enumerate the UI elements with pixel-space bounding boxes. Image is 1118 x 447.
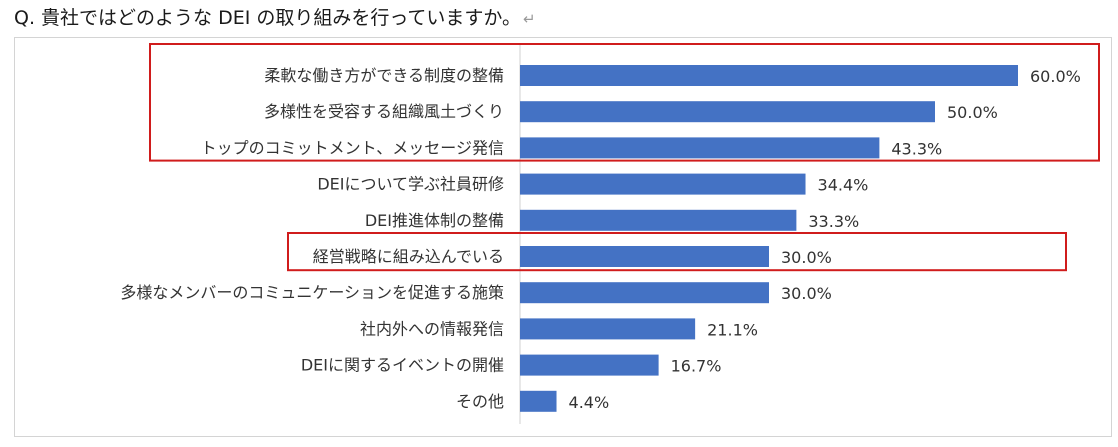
bar [520,209,797,231]
category-label: DEI推進体制の整備 [365,211,504,230]
bar [520,282,769,304]
highlight-box [149,43,1100,162]
bar [520,390,557,412]
question-title: Q. 貴社ではどのような DEI の取り組みを行っていますか。 ↵ [14,6,536,31]
data-label: 4.4% [569,393,610,412]
category-label: トップのコミットメント、メッセージ発信 [201,138,504,157]
category-label: 柔軟な働き方ができる制度の整備 [264,66,504,85]
bar [520,137,880,159]
data-label: 21.1% [707,320,758,339]
bar [520,246,769,267]
category-label: 経営戦略に組み込んでいる [313,247,504,266]
chart-frame [14,37,1112,437]
data-label: 30.0% [781,284,832,303]
category-label: 多様性を受容する組織風土づくり [264,102,504,121]
return-mark-icon: ↵ [523,10,536,28]
category-label: DEIについて学ぶ社員研修 [317,175,504,194]
data-label: 33.3% [808,212,859,231]
bar [520,65,1018,86]
bar [520,354,659,376]
data-label: 30.0% [781,248,832,267]
data-label: 34.4% [818,176,869,195]
category-label: その他 [456,392,504,411]
data-label: 60.0% [1030,67,1081,86]
data-label: 50.0% [947,103,998,122]
highlight-box [287,232,1067,272]
data-label: 43.3% [891,139,942,158]
question-text: Q. 貴社ではどのような DEI の取り組みを行っていますか。 [14,7,522,29]
category-label: 多様なメンバーのコミュニケーションを促進する施策 [120,283,504,302]
bar [520,173,806,195]
bar [520,101,935,123]
bar [520,318,696,340]
data-label: 16.7% [671,357,722,376]
category-label: 社内外への情報発信 [360,319,504,338]
category-label: DEIに関するイベントの開催 [301,356,504,375]
